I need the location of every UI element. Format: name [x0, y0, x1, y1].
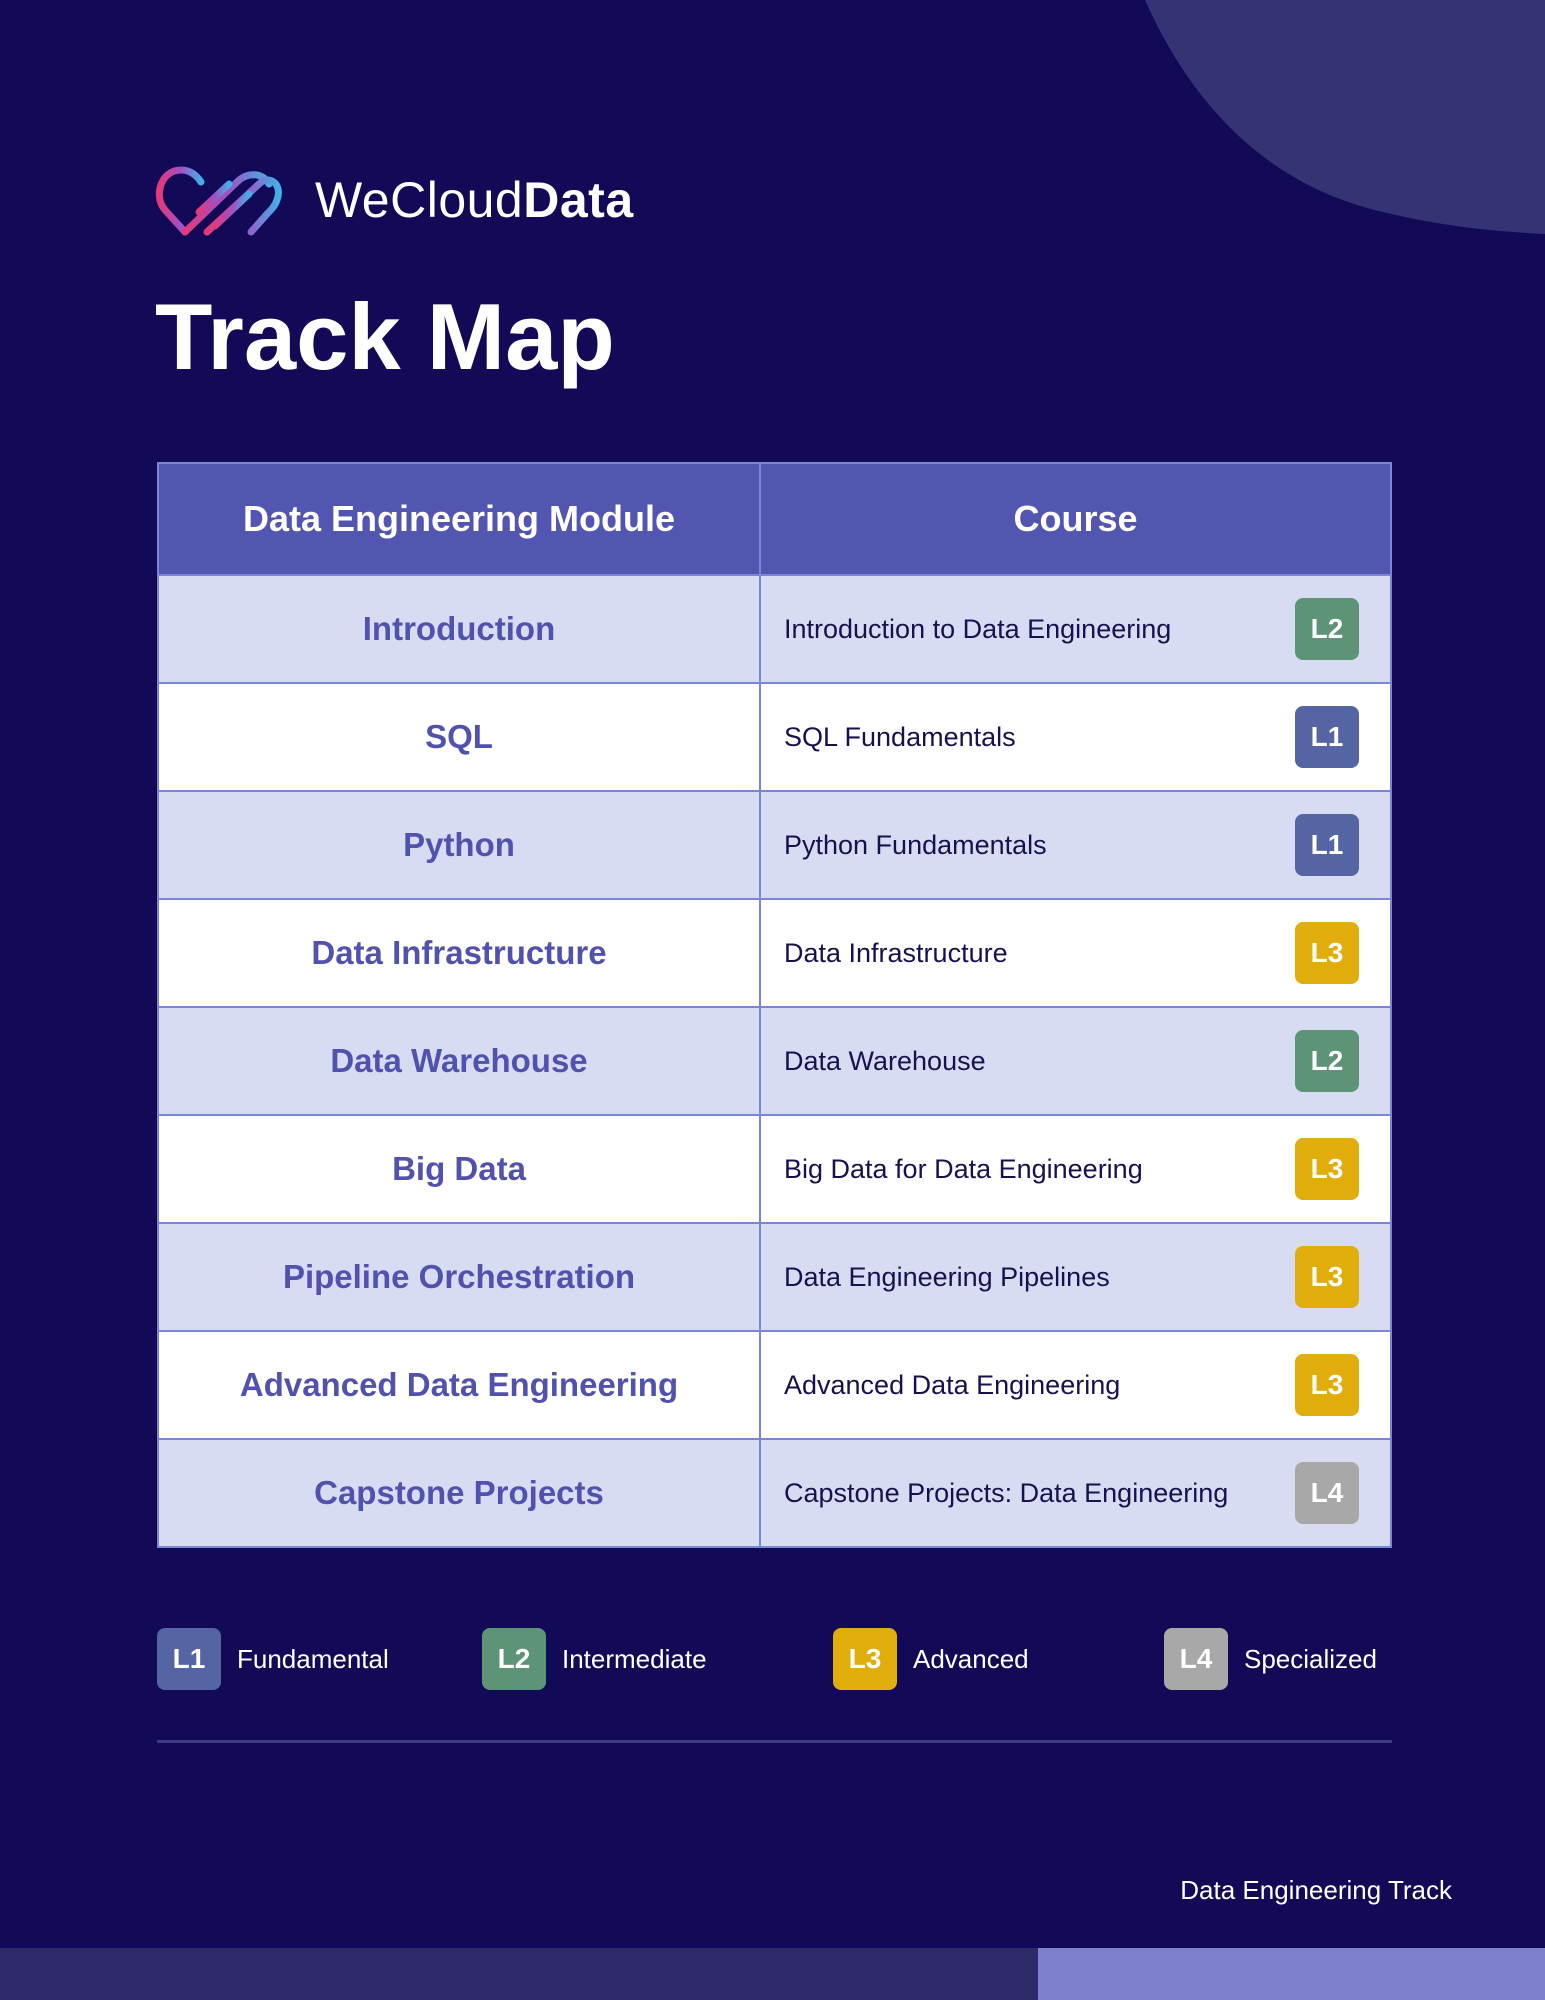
course-cell: Data Warehouse L2 — [759, 1006, 1392, 1116]
module-name: Python — [157, 790, 761, 900]
level-badge: L3 — [1295, 1246, 1359, 1308]
brand-name-regular: WeCloud — [315, 172, 524, 228]
wecloud-heart-logo-icon — [155, 166, 282, 236]
level-legend: L1 Fundamental L2 Intermediate L3 Advanc… — [0, 1628, 1545, 1690]
course-name: Capstone Projects: Data Engineering — [784, 1477, 1229, 1508]
module-name: Big Data — [157, 1114, 761, 1224]
course-cell: SQL Fundamentals L1 — [759, 682, 1392, 792]
module-name: Introduction — [157, 574, 761, 684]
brand-name-bold: Data — [523, 172, 634, 228]
level-badge: L3 — [1295, 1354, 1359, 1416]
module-name: Advanced Data Engineering — [157, 1330, 761, 1440]
level-badge: L2 — [1295, 1030, 1359, 1092]
table-row: Big Data Big Data for Data Engineering L3 — [157, 1114, 1392, 1224]
course-cell: Data Engineering Pipelines L3 — [759, 1222, 1392, 1332]
course-column-header: Course — [759, 462, 1392, 576]
table-row: Advanced Data Engineering Advanced Data E… — [157, 1330, 1392, 1440]
level-badge: L3 — [1295, 922, 1359, 984]
legend-label: Specialized — [1244, 1643, 1377, 1674]
table-row: Pipeline Orchestration Data Engineering P… — [157, 1222, 1392, 1332]
track-map-table: Data Engineering Module Course Introduct… — [157, 462, 1392, 1548]
table-row: Data Warehouse Data Warehouse L2 — [157, 1006, 1392, 1116]
corner-decoration — [1145, 0, 1545, 234]
table-header-row: Data Engineering Module Course — [157, 462, 1392, 576]
course-name: Big Data for Data Engineering — [784, 1153, 1143, 1184]
legend-badge-l2: L2 — [482, 1628, 546, 1690]
table-body: Introduction Introduction to Data Enginee… — [157, 574, 1392, 1548]
module-name: Capstone Projects — [157, 1438, 761, 1548]
module-name: Data Warehouse — [157, 1006, 761, 1116]
page-title: Track Map — [155, 284, 615, 389]
course-name: Data Engineering Pipelines — [784, 1261, 1110, 1292]
brand-logo: WeCloudData — [155, 160, 634, 240]
legend-item-advanced: L3 Advanced — [833, 1628, 1029, 1690]
legend-item-specialized: L4 Specialized — [1164, 1628, 1377, 1690]
divider — [157, 1740, 1392, 1743]
course-cell: Introduction to Data Engineering L2 — [759, 574, 1392, 684]
table-row: SQL SQL Fundamentals L1 — [157, 682, 1392, 792]
module-name: Pipeline Orchestration — [157, 1222, 761, 1332]
module-column-header: Data Engineering Module — [157, 462, 761, 576]
legend-badge-l4: L4 — [1164, 1628, 1228, 1690]
level-badge: L3 — [1295, 1138, 1359, 1200]
legend-badge-l1: L1 — [157, 1628, 221, 1690]
table-row: Python Python Fundamentals L1 — [157, 790, 1392, 900]
legend-label: Advanced — [913, 1643, 1029, 1674]
level-badge: L4 — [1295, 1462, 1359, 1524]
bottom-bar-right — [1038, 1948, 1545, 2000]
course-cell: Data Infrastructure L3 — [759, 898, 1392, 1008]
course-cell: Python Fundamentals L1 — [759, 790, 1392, 900]
course-cell: Big Data for Data Engineering L3 — [759, 1114, 1392, 1224]
table-row: Introduction Introduction to Data Enginee… — [157, 574, 1392, 684]
legend-item-intermediate: L2 Intermediate — [482, 1628, 707, 1690]
module-name: Data Infrastructure — [157, 898, 761, 1008]
course-cell: Capstone Projects: Data Engineering L4 — [759, 1438, 1392, 1548]
bottom-bar-left — [0, 1948, 1038, 2000]
footer-track-name: Data Engineering Track — [1180, 1875, 1452, 1905]
course-name: Python Fundamentals — [784, 829, 1047, 860]
course-name: Advanced Data Engineering — [784, 1369, 1121, 1400]
brand-name: WeCloudData — [315, 171, 634, 229]
legend-item-fundamental: L1 Fundamental — [157, 1628, 389, 1690]
table-row: Data Infrastructure Data Infrastructure L3 — [157, 898, 1392, 1008]
course-cell: Advanced Data Engineering L3 — [759, 1330, 1392, 1440]
legend-label: Fundamental — [237, 1643, 389, 1674]
level-badge: L1 — [1295, 706, 1359, 768]
module-name: SQL — [157, 682, 761, 792]
course-name: Introduction to Data Engineering — [784, 613, 1172, 644]
table-row: Capstone Projects Capstone Projects: Data… — [157, 1438, 1392, 1548]
course-name: SQL Fundamentals — [784, 721, 1016, 752]
legend-label: Intermediate — [562, 1643, 707, 1674]
legend-badge-l3: L3 — [833, 1628, 897, 1690]
course-name: Data Infrastructure — [784, 937, 1008, 968]
course-name: Data Warehouse — [784, 1045, 986, 1076]
level-badge: L2 — [1295, 598, 1359, 660]
level-badge: L1 — [1295, 814, 1359, 876]
